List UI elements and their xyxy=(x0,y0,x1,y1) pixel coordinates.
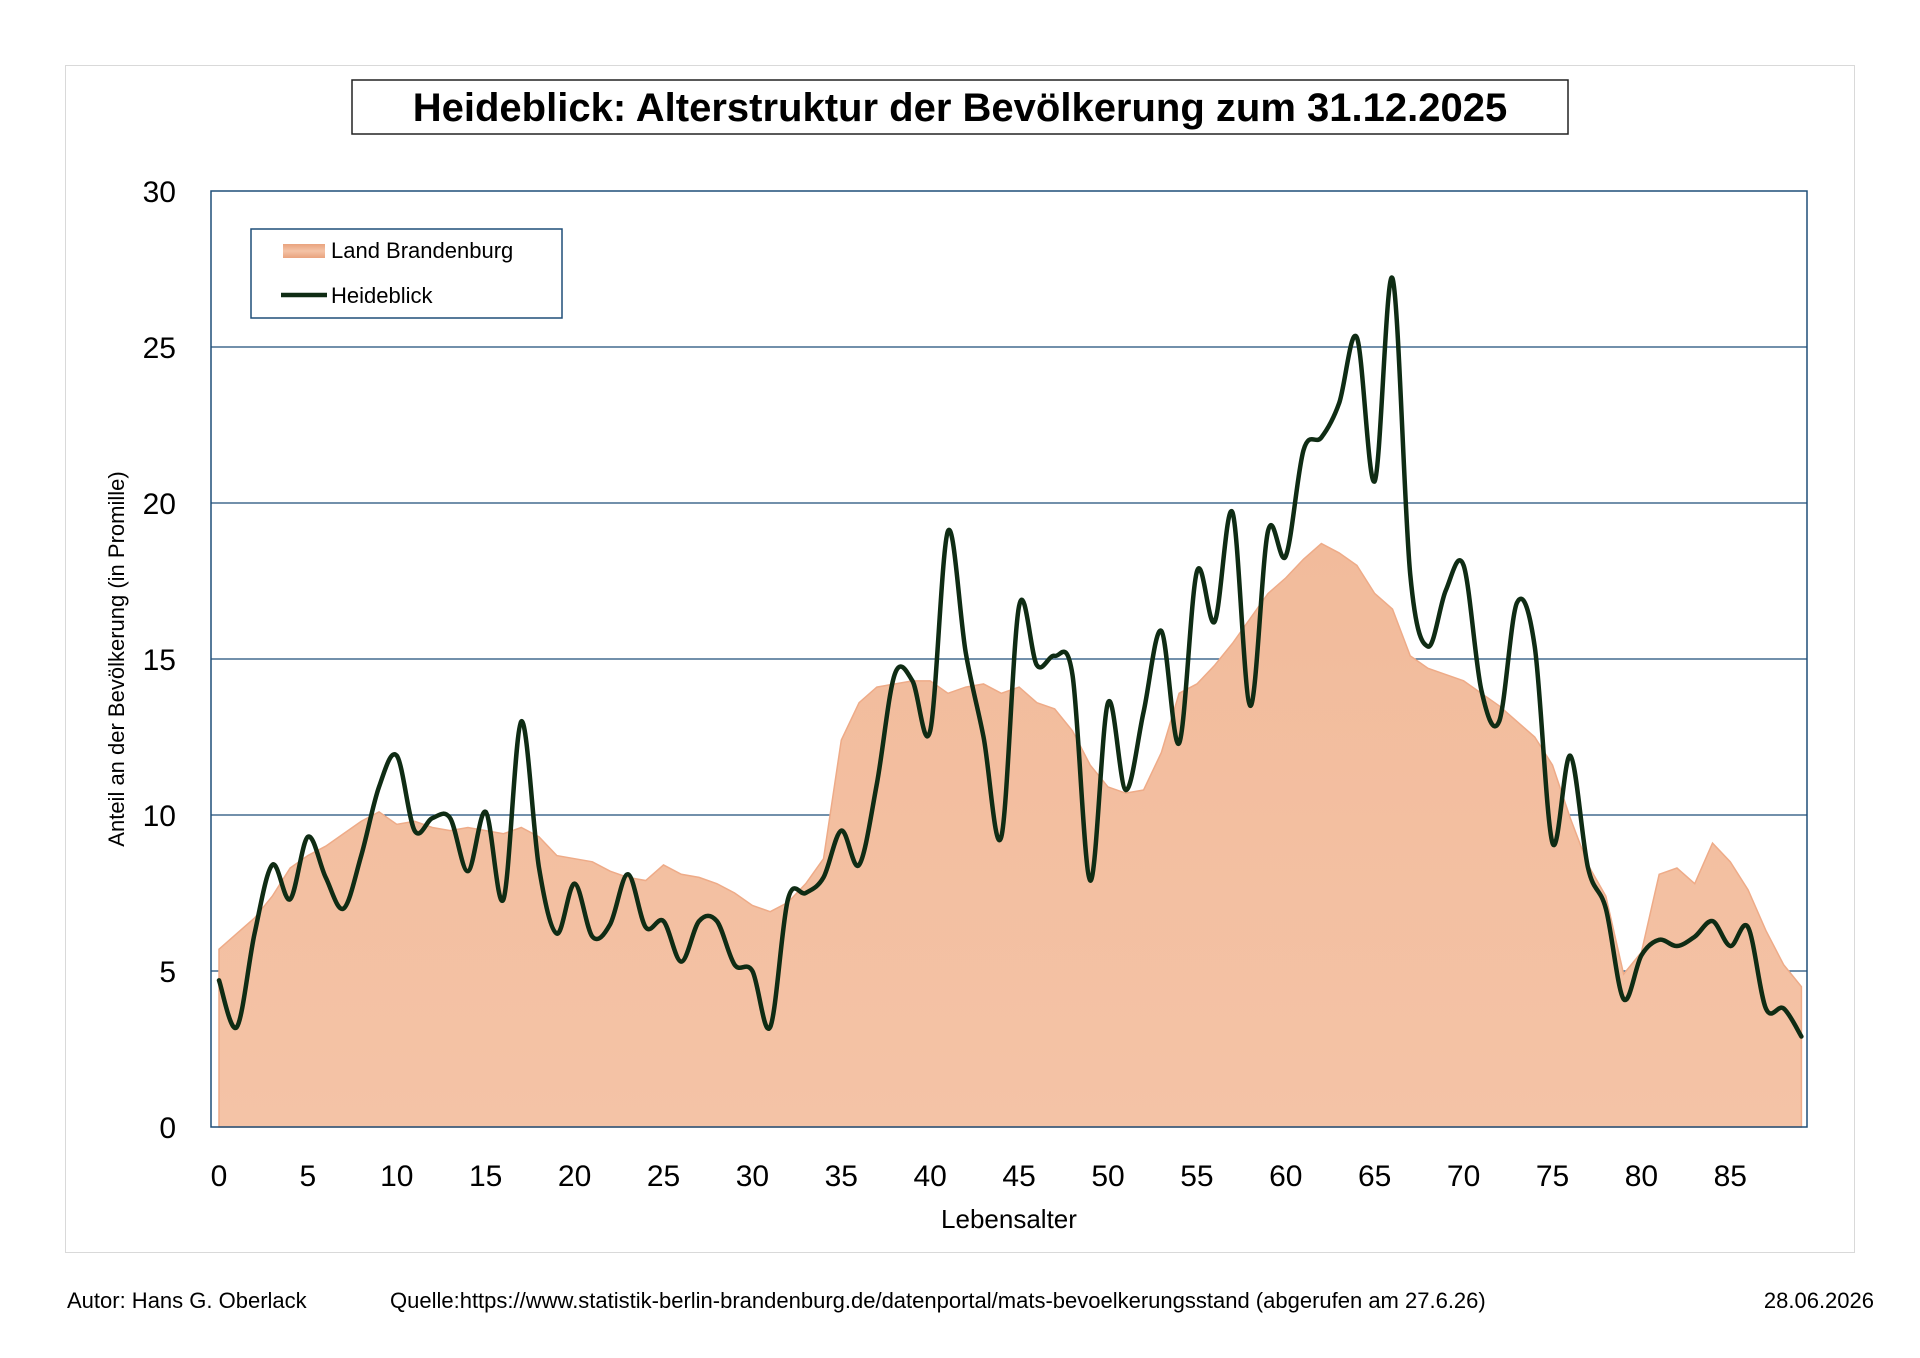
footer-date: 28.06.2026 xyxy=(1763,1288,1874,1313)
y-tick-labels: 0 5 10 15 20 25 30 xyxy=(143,176,176,1145)
series-area-land-brandenburg xyxy=(218,542,1803,1128)
x-tick-label: 80 xyxy=(1625,1160,1658,1193)
legend-box xyxy=(250,228,563,319)
plot-border xyxy=(210,190,1808,1128)
legend-label-heideblick: Heideblick xyxy=(331,283,433,308)
x-tick-label: 75 xyxy=(1536,1160,1569,1193)
x-tick-label: 55 xyxy=(1180,1160,1213,1193)
x-tick-label: 10 xyxy=(380,1160,413,1193)
y-tick-label: 15 xyxy=(143,644,176,677)
y-tick-label: 0 xyxy=(159,1112,176,1145)
x-tick-label: 5 xyxy=(300,1160,317,1193)
x-axis-label: Lebensalter xyxy=(941,1204,1077,1234)
y-tick-label: 5 xyxy=(159,956,176,989)
chart-title-box xyxy=(351,79,1569,135)
y-tick-label: 30 xyxy=(143,176,176,209)
x-tick-label: 50 xyxy=(1091,1160,1124,1193)
x-tick-label: 65 xyxy=(1358,1160,1391,1193)
footer-author: Autor: Hans G. Oberlack xyxy=(67,1288,307,1313)
x-tick-label: 45 xyxy=(1002,1160,1035,1193)
y-axis-label: Anteil an der Bevölkerung (in Promille) xyxy=(104,471,129,846)
x-tick-label: 70 xyxy=(1447,1160,1480,1193)
x-tick-label: 60 xyxy=(1269,1160,1302,1193)
x-tick-label: 35 xyxy=(825,1160,858,1193)
x-tick-labels: 0 5 10 15 20 25 30 35 40 45 50 55 60 65 70 75 80 85 xyxy=(211,1160,1747,1193)
x-tick-label: 0 xyxy=(211,1160,228,1193)
footer-source: Quelle:https://www.statistik-berlin-bran… xyxy=(390,1288,1486,1313)
x-tick-label: 15 xyxy=(469,1160,502,1193)
legend: Land Brandenburg Heideblick xyxy=(250,228,563,319)
x-tick-label: 85 xyxy=(1714,1160,1747,1193)
legend-swatch-land-brandenburg xyxy=(283,244,325,258)
x-tick-label: 40 xyxy=(914,1160,947,1193)
series-line-heideblick xyxy=(216,275,1804,1039)
chart-frame xyxy=(65,65,1855,1253)
x-tick-label: 30 xyxy=(736,1160,769,1193)
y-tick-label: 25 xyxy=(143,332,176,365)
x-tick-label: 25 xyxy=(647,1160,680,1193)
chart-title: Heideblick: Alterstruktur der Bevölkerun… xyxy=(413,86,1507,130)
x-tick-label: 20 xyxy=(558,1160,591,1193)
y-tick-label: 20 xyxy=(143,488,176,521)
legend-label-land-brandenburg: Land Brandenburg xyxy=(331,238,513,263)
y-tick-label: 10 xyxy=(143,800,176,833)
